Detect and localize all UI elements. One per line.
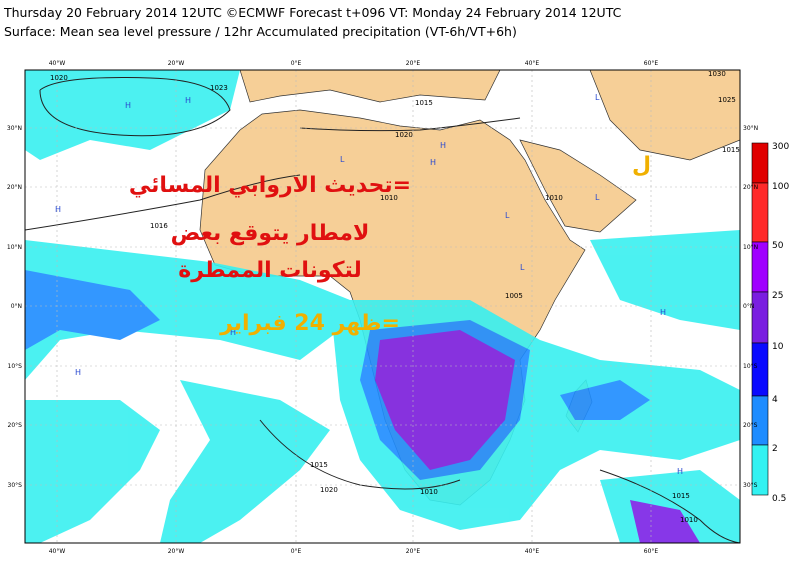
legend-value: 50 xyxy=(772,241,784,251)
lat-label: 10°S xyxy=(8,363,23,370)
lat-label: 20°S xyxy=(8,422,23,429)
isobar-label: 1015 xyxy=(722,146,740,154)
isobar-label: 1023 xyxy=(210,84,228,92)
lat-label: 30°N xyxy=(7,125,22,132)
lon-label: 0°E xyxy=(291,548,302,555)
isobar-label: 1010 xyxy=(380,194,398,202)
isobar-label: 1025 xyxy=(718,96,736,104)
lat-label: 10°N xyxy=(7,244,22,251)
lon-label: 0°E xyxy=(291,60,302,67)
isobar-label: 1020 xyxy=(320,486,338,494)
precipitation xyxy=(25,70,740,543)
isobar-label: 1015 xyxy=(672,492,690,500)
lat-label: 30°N xyxy=(743,125,758,132)
lat-label: 10°S xyxy=(743,363,758,370)
isobar-label: 1010 xyxy=(545,194,563,202)
lon-label: 20°W xyxy=(168,548,185,555)
land xyxy=(239,70,501,103)
pressure-marker: L xyxy=(595,93,600,102)
isobar-label: 1030 xyxy=(708,70,726,78)
labels: 40°W 40°W 20°W 20°W 0°E 0°E 20°E 20°E 40°E 40°E 60… xyxy=(7,60,790,555)
pressure-marker: H xyxy=(677,467,683,476)
pressure-marker: H xyxy=(230,328,236,337)
lat-label: 20°N xyxy=(7,184,22,191)
overlay-text: لتكونات الممطرة xyxy=(178,258,362,283)
isobars xyxy=(25,77,740,543)
isobar-label: 1010 xyxy=(680,516,698,524)
pressure-marker: H xyxy=(55,205,61,214)
lat-label: 10°N xyxy=(743,244,758,251)
pressure-marker: L xyxy=(520,263,525,272)
overlay-text: لامطار يتوقع بعض xyxy=(171,221,370,246)
isobar-label: 1015 xyxy=(415,99,433,107)
lon-label: 20°W xyxy=(168,60,185,67)
pressure-marker: L xyxy=(595,193,600,202)
legend-value: 4 xyxy=(772,395,778,405)
overlay-text: =ظهر 24 فبراير xyxy=(219,311,400,336)
lat-label: 20°S xyxy=(743,422,758,429)
overlay-text: =تحديث الاروابي المسائي xyxy=(129,173,411,198)
lat-label: 30°S xyxy=(8,482,23,489)
lat-label: 0°N xyxy=(743,303,754,310)
lat-label: 0°N xyxy=(11,303,22,310)
legend-value: 100 xyxy=(772,182,789,192)
legend-value: 0.5 xyxy=(772,494,786,504)
lat-label: 30°S xyxy=(743,482,758,489)
isobar-label: 1020 xyxy=(50,74,68,82)
graticule xyxy=(25,70,740,543)
lon-label: 40°W xyxy=(49,60,66,67)
isobar-label: 1015 xyxy=(310,461,328,469)
pressure-marker: L xyxy=(340,155,345,164)
legend-value: 25 xyxy=(772,291,783,301)
isobar-label: 1005 xyxy=(505,292,523,300)
lon-label: 40°E xyxy=(525,60,540,67)
lon-label: 60°E xyxy=(644,548,659,555)
lon-label: 60°E xyxy=(644,60,659,67)
map-frame xyxy=(24,69,741,544)
land xyxy=(519,139,637,233)
pressure-marker: H xyxy=(125,101,131,110)
lat-label: 20°N xyxy=(743,184,758,191)
pressure-marker: H xyxy=(75,368,81,377)
lon-label: 40°W xyxy=(49,548,66,555)
legend-value: 10 xyxy=(772,342,784,352)
lon-label: 20°E xyxy=(406,548,421,555)
legend-value: 2 xyxy=(772,444,778,454)
legend-value: 300 xyxy=(772,142,789,152)
isobar-label: 1016 xyxy=(150,222,168,230)
pressure-marker: H xyxy=(440,141,446,150)
pressure-marker: H xyxy=(185,96,191,105)
header-line: Surface: Mean sea level pressure / 12hr … xyxy=(4,24,517,39)
land xyxy=(589,70,740,161)
overlay-mark: ل xyxy=(632,153,651,178)
isobar-label: 1020 xyxy=(395,131,413,139)
header-line: Thursday 20 February 2014 12UTC ©ECMWF F… xyxy=(3,5,622,20)
legend-bar xyxy=(751,142,769,496)
lon-label: 20°E xyxy=(406,60,421,67)
isobar-label: 1010 xyxy=(420,488,438,496)
lon-label: 40°E xyxy=(525,548,540,555)
pressure-marker: H xyxy=(430,158,436,167)
pressure-marker: H xyxy=(660,308,666,317)
pressure-marker: L xyxy=(505,211,510,220)
map xyxy=(25,70,740,543)
